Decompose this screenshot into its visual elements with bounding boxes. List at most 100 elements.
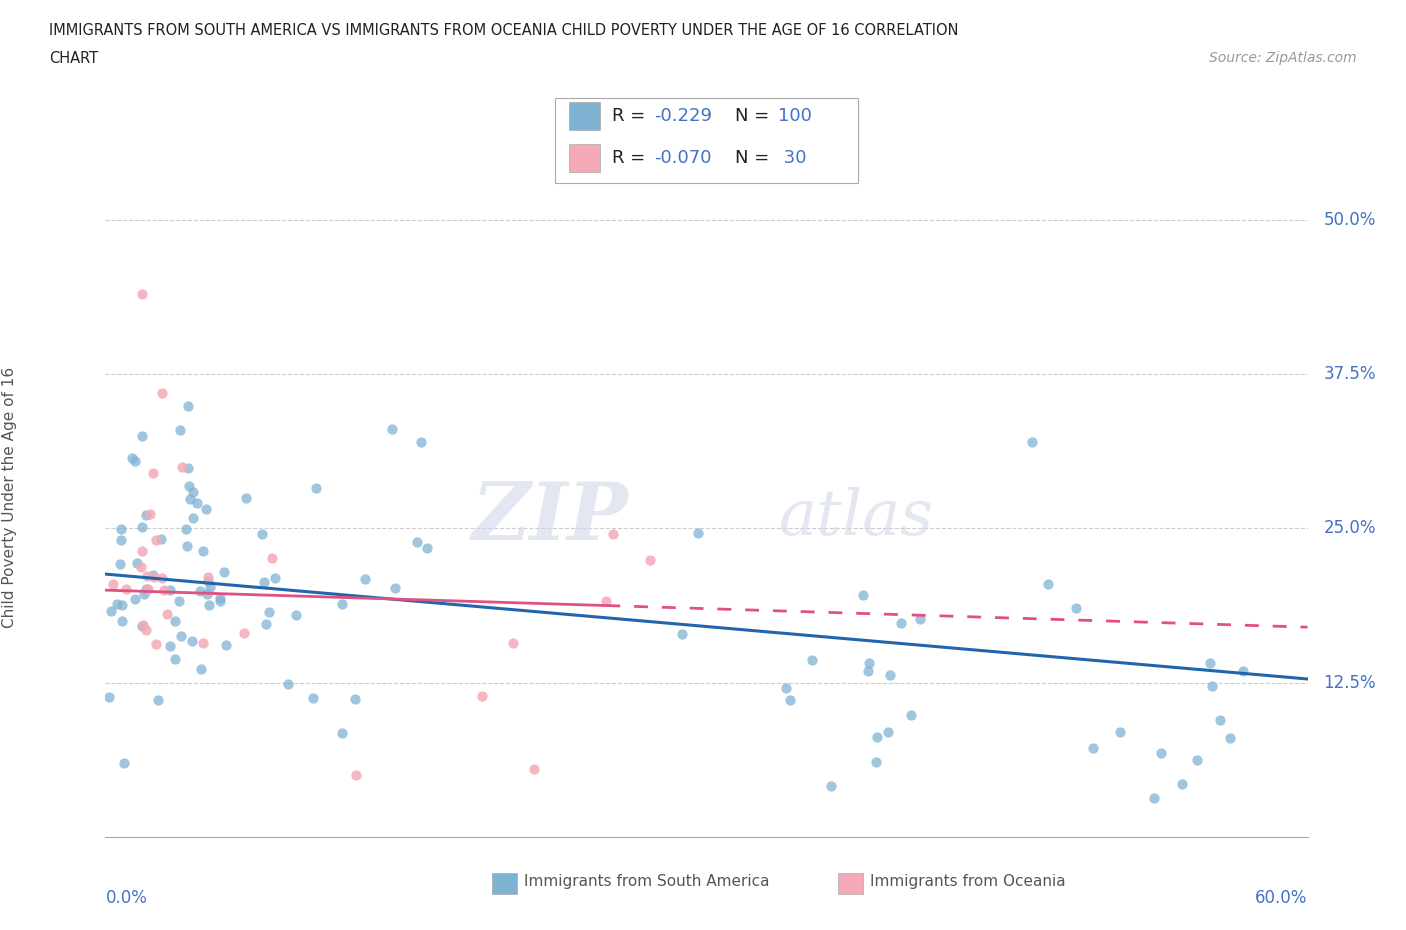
Point bbox=[671, 627, 693, 642]
Point bbox=[136, 581, 159, 596]
Point bbox=[145, 637, 167, 652]
Point bbox=[105, 597, 128, 612]
Text: -0.070: -0.070 bbox=[654, 149, 711, 167]
Point bbox=[98, 689, 121, 704]
Point bbox=[820, 778, 842, 793]
Point bbox=[124, 591, 146, 606]
Point bbox=[353, 572, 375, 587]
Point bbox=[858, 656, 880, 671]
Point bbox=[159, 638, 181, 653]
Point bbox=[191, 543, 214, 558]
Point bbox=[879, 667, 901, 682]
Point bbox=[1081, 741, 1104, 756]
Point bbox=[142, 567, 165, 582]
Point bbox=[110, 598, 132, 613]
Point bbox=[131, 544, 153, 559]
Point bbox=[1109, 724, 1132, 739]
Point bbox=[101, 576, 124, 591]
Point bbox=[159, 583, 181, 598]
Point bbox=[523, 762, 546, 777]
Point bbox=[1064, 601, 1087, 616]
Point bbox=[197, 570, 219, 585]
Text: 50.0%: 50.0% bbox=[1323, 211, 1376, 229]
Text: 12.5%: 12.5% bbox=[1323, 673, 1376, 692]
Point bbox=[406, 534, 429, 549]
Point bbox=[330, 726, 353, 741]
Point bbox=[209, 591, 232, 605]
Point bbox=[384, 580, 406, 595]
Text: atlas: atlas bbox=[779, 487, 934, 549]
Point bbox=[1150, 746, 1173, 761]
Text: CHART: CHART bbox=[49, 51, 98, 66]
Point bbox=[890, 616, 912, 631]
Point bbox=[110, 521, 132, 536]
Point bbox=[1232, 663, 1254, 678]
Point bbox=[169, 422, 191, 437]
Point bbox=[865, 754, 887, 769]
Text: Child Poverty Under the Age of 16: Child Poverty Under the Age of 16 bbox=[1, 367, 17, 628]
Point bbox=[284, 608, 307, 623]
Point bbox=[115, 582, 138, 597]
Point bbox=[865, 730, 887, 745]
Point bbox=[108, 557, 131, 572]
Point bbox=[170, 459, 193, 474]
Point bbox=[181, 511, 204, 525]
Point bbox=[177, 398, 200, 413]
Point bbox=[502, 635, 524, 650]
Point bbox=[602, 526, 624, 541]
Text: 100: 100 bbox=[778, 107, 811, 126]
Point bbox=[253, 575, 276, 590]
Point bbox=[135, 568, 157, 583]
Point bbox=[142, 466, 165, 481]
Point bbox=[257, 604, 280, 619]
Text: 0.0%: 0.0% bbox=[105, 889, 148, 907]
Point bbox=[411, 434, 433, 449]
Text: N =: N = bbox=[735, 107, 775, 126]
Point bbox=[146, 692, 169, 707]
Point bbox=[305, 481, 328, 496]
Text: Immigrants from South America: Immigrants from South America bbox=[524, 874, 770, 889]
Point bbox=[212, 565, 235, 579]
Point bbox=[131, 520, 153, 535]
Point bbox=[127, 555, 149, 570]
Point bbox=[179, 492, 201, 507]
Point bbox=[131, 286, 153, 301]
Point bbox=[181, 633, 204, 648]
Point bbox=[900, 708, 922, 723]
Point bbox=[330, 597, 353, 612]
Point bbox=[170, 629, 193, 644]
Text: 30: 30 bbox=[778, 149, 806, 167]
Text: 60.0%: 60.0% bbox=[1256, 889, 1308, 907]
Point bbox=[1021, 434, 1043, 449]
Point bbox=[254, 617, 277, 631]
Point bbox=[153, 583, 176, 598]
Point bbox=[131, 618, 153, 633]
Point bbox=[197, 574, 219, 589]
Point bbox=[1143, 790, 1166, 805]
Point bbox=[110, 533, 132, 548]
Point bbox=[156, 606, 179, 621]
Point bbox=[135, 582, 157, 597]
Text: 25.0%: 25.0% bbox=[1323, 520, 1376, 538]
Point bbox=[111, 614, 134, 629]
Text: R =: R = bbox=[612, 107, 651, 126]
Point bbox=[195, 586, 218, 601]
Point bbox=[186, 496, 208, 511]
Point bbox=[198, 580, 221, 595]
Point bbox=[471, 689, 494, 704]
Point bbox=[150, 385, 173, 400]
Point bbox=[132, 587, 155, 602]
Point bbox=[193, 636, 215, 651]
Text: Immigrants from Oceania: Immigrants from Oceania bbox=[870, 874, 1066, 889]
Point bbox=[852, 588, 875, 603]
Text: N =: N = bbox=[735, 149, 775, 167]
Point bbox=[775, 681, 797, 696]
Point bbox=[302, 690, 325, 705]
Point bbox=[686, 525, 709, 540]
Point bbox=[416, 540, 439, 555]
Point bbox=[132, 618, 155, 632]
Point bbox=[165, 652, 187, 667]
Point bbox=[188, 584, 211, 599]
Point bbox=[135, 508, 157, 523]
Point bbox=[277, 676, 299, 691]
